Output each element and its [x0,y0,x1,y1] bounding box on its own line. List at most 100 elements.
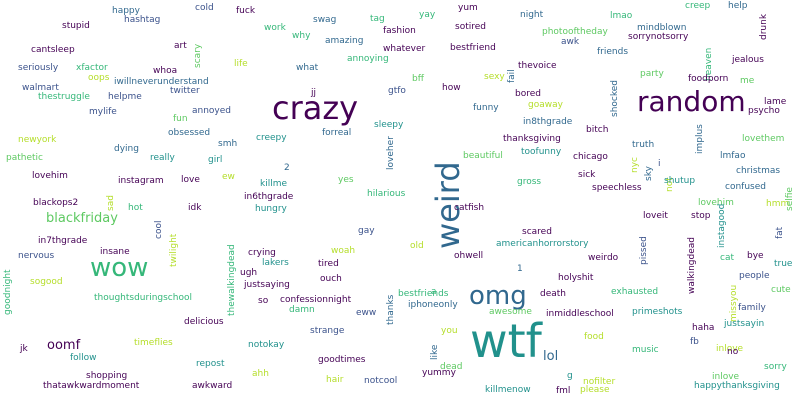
cloud-word: friends [597,47,629,57]
cloud-word: justsaying [244,280,290,290]
cloud-word: art [174,41,187,51]
cloud-word: speechless [592,183,642,193]
cloud-word: shopping [86,371,128,381]
cloud-word: sorry [764,362,787,372]
cloud-word: lmao [610,11,633,21]
cloud-word: toofunny [521,147,562,157]
cloud-word: old [410,241,424,251]
cloud-word: beautiful [463,151,503,161]
cloud-word: scary [193,44,203,69]
cloud-word: 2 [284,163,290,173]
cloud-word: you [441,326,458,336]
cloud-word: fun [173,114,188,124]
cloud-word: fb [690,337,699,347]
cloud-word: death [540,289,566,299]
cloud-word: like [430,344,440,361]
cloud-word: hair [326,375,344,385]
cloud-word: primeshots [632,307,683,317]
cloud-word: bestfriends [398,289,449,299]
cloud-word: oomf [47,338,81,353]
cloud-word: girl [208,155,223,165]
cloud-word: hmm [766,199,790,209]
cloud-word: sky [644,166,654,182]
cloud-word: killmenow [485,385,531,395]
cloud-word: pathetic [6,153,43,163]
cloud-word: photooftheday [542,27,608,37]
cloud-word: catfish [454,203,485,213]
cloud-word: selfie [785,187,795,212]
cloud-word: gtfo [388,86,406,96]
cloud-word: help [728,1,748,11]
cloud-word: cold [195,3,214,13]
cloud-word: walmart [22,83,59,93]
cloud-word: chicago [573,152,608,162]
cloud-word: lakers [262,258,289,268]
cloud-word: confused [725,182,766,192]
cloud-word: music [632,345,659,355]
cloud-word: haha [692,323,715,333]
cloud-word: 1 [517,264,523,274]
cloud-word: helpme [108,92,142,102]
cloud-word: holyshit [558,273,594,283]
cloud-word: jk [20,344,28,354]
cloud-word: ew [222,172,235,182]
cloud-word: hungry [255,204,287,214]
cloud-word: wow [90,253,149,283]
cloud-word: iwillneverunderstand [114,77,209,87]
cloud-word: yes [338,175,354,185]
cloud-word: sick [578,170,596,180]
cloud-word: thevoice [518,61,557,71]
cloud-word: family [738,303,766,313]
cloud-word: inmiddleschool [546,309,614,319]
cloud-word: gross [517,177,542,187]
cloud-word: hot [128,203,143,213]
cloud-word: scared [522,227,552,237]
cloud-word: confessionnight [280,295,352,305]
cloud-word: blackfriday [46,211,118,226]
cloud-word: g [567,371,573,381]
cloud-word: xfactor [76,63,108,73]
cloud-word: killme [260,179,288,189]
cloud-word: bestfriend [450,43,496,53]
cloud-word: thanks [386,295,396,326]
cloud-word: ahh [252,369,269,379]
cloud-word: thanksgiving [503,134,561,144]
cloud-word: implus [695,124,705,155]
cloud-word: how [442,83,461,93]
cloud-word: loveit [643,211,668,221]
cloud-word: nyc [630,157,640,174]
cloud-word: bored [515,89,541,99]
cloud-word: psycho [748,106,780,116]
cloud-word: sexy [484,72,505,82]
cloud-word: instagram [118,176,164,186]
cloud-word: nervous [18,251,55,261]
cloud-word: tired [318,259,339,269]
cloud-word: wtf [470,314,542,368]
cloud-word: strange [310,326,345,336]
cloud-word: lmfao [720,151,746,161]
cloud-word: walkingdead [687,237,697,295]
cloud-word: obsessed [168,128,211,138]
cloud-word: cantsleep [31,45,75,55]
cloud-word: love [181,175,200,185]
cloud-word: crying [248,248,276,258]
cloud-word: shocked [610,80,620,118]
cloud-word: twitter [170,86,200,96]
cloud-word: fat [775,227,785,240]
cloud-word: thewalkingdead [227,244,237,317]
cloud-word: ohwell [454,251,484,261]
cloud-word: fuck [236,6,256,16]
cloud-word: random [637,85,746,118]
cloud-word: weirdo [588,253,619,263]
cloud-word: work [264,23,286,33]
cloud-word: insane [100,247,130,257]
cloud-word: yay [419,10,436,20]
cloud-word: awesome [489,307,532,317]
cloud-word: goodnight [3,269,13,316]
cloud-word: fashion [383,26,416,36]
cloud-word: lovehim [698,198,734,208]
cloud-word: damn [289,305,315,315]
cloud-word: pissed [639,236,649,266]
cloud-word: oops [88,73,110,83]
